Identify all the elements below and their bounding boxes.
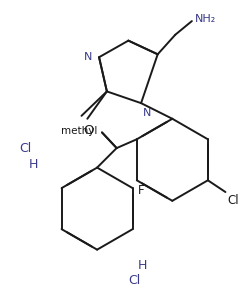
Text: N: N	[143, 108, 151, 118]
Text: Cl: Cl	[128, 275, 141, 288]
Text: Cl: Cl	[227, 194, 239, 207]
Text: N: N	[84, 52, 92, 62]
Text: NH₂: NH₂	[195, 14, 216, 24]
Text: H: H	[29, 158, 38, 171]
Text: O: O	[84, 124, 94, 137]
Text: F: F	[137, 184, 144, 197]
Text: methyl: methyl	[61, 126, 98, 136]
Text: Cl: Cl	[19, 142, 31, 155]
Text: methyl: methyl	[84, 121, 89, 123]
Text: H: H	[138, 259, 148, 272]
